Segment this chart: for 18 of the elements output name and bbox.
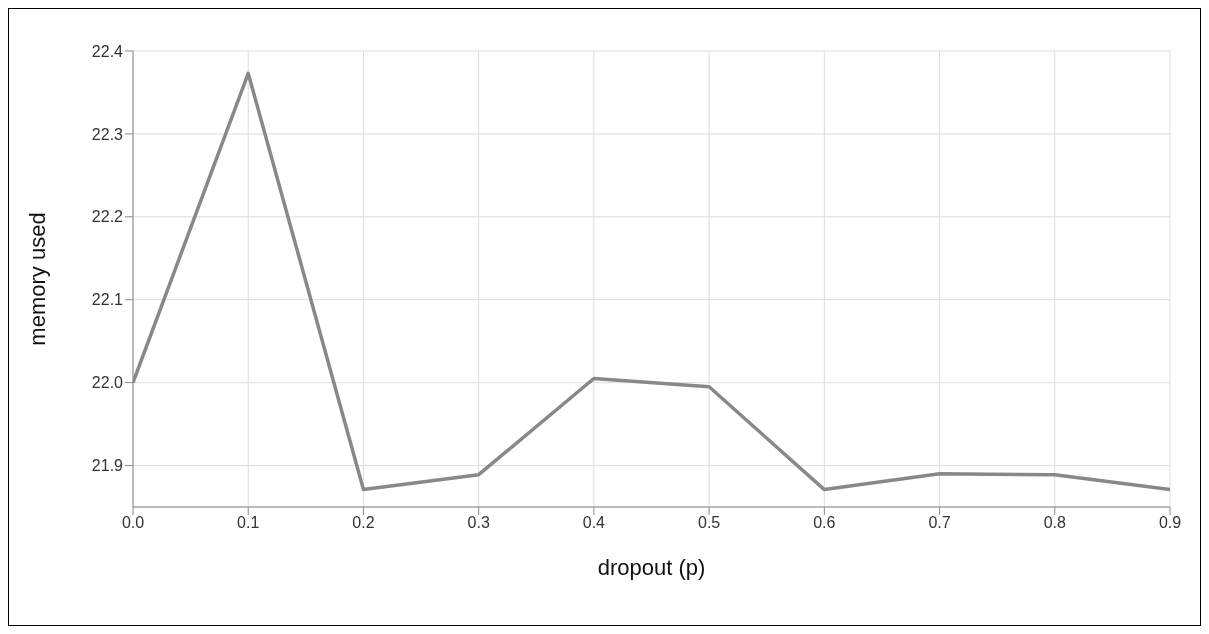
x-tick-label: 0.8 [1043,514,1066,532]
y-tick-label: 22.2 [91,208,124,226]
x-axis-title: dropout (p) [597,555,706,580]
x-tick-label: 0.1 [237,514,260,532]
x-tick-label: 0.6 [813,514,836,532]
x-tick-label: 0.5 [697,514,721,532]
x-tick-label: 0.2 [352,514,375,532]
y-tick-label: 22.1 [91,291,124,309]
y-tick-label: 22.0 [91,374,124,392]
x-tick-label: 0.7 [928,514,951,532]
x-tick-label: 0.4 [582,514,606,532]
y-tick-label: 21.9 [91,457,124,475]
x-tick-label: 0.9 [1158,514,1182,532]
y-tick-label: 22.3 [91,125,124,143]
x-tick-label: 0.3 [467,514,490,532]
y-tick-label: 22.4 [91,42,124,60]
y-axis-title: memory used [24,212,50,346]
x-tick-label: 0.0 [121,514,145,532]
